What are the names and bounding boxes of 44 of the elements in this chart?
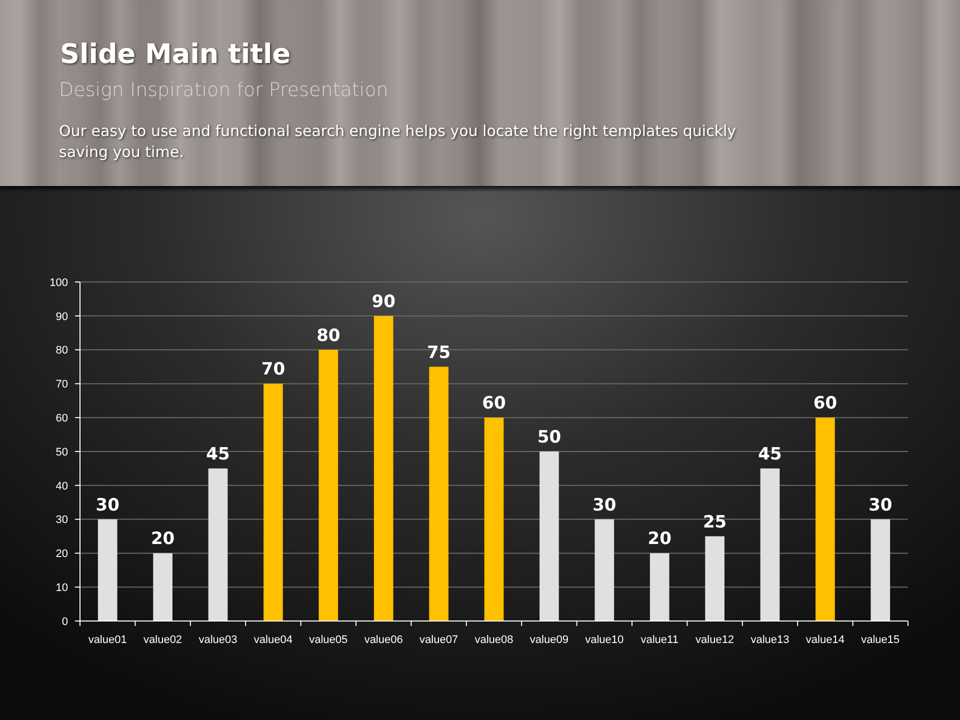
y-tick-label: 70 — [56, 378, 68, 391]
y-tick-label: 90 — [56, 310, 68, 323]
data-label: 80 — [316, 326, 340, 346]
x-tick-label: value10 — [585, 634, 624, 646]
x-tick-label: value05 — [309, 634, 348, 646]
x-tick-label: value01 — [88, 634, 127, 646]
x-tick-label: value13 — [750, 634, 790, 646]
x-tick-label: value09 — [530, 634, 568, 646]
x-tick-label: value03 — [198, 634, 238, 646]
data-label: 30 — [592, 495, 616, 516]
data-label: 30 — [868, 495, 892, 516]
x-tick-label: value08 — [474, 634, 514, 646]
data-label: 45 — [206, 444, 230, 464]
data-label: 30 — [96, 495, 120, 516]
data-label: 70 — [261, 360, 286, 380]
data-label: 90 — [372, 292, 396, 312]
chart-title: Slide Main title — [60, 39, 291, 70]
y-tick-label: 0 — [62, 616, 68, 628]
y-tick-label: 100 — [50, 276, 68, 289]
y-tick-label: 50 — [56, 446, 68, 458]
x-tick-label: value06 — [364, 634, 403, 646]
x-tick-label: value11 — [640, 634, 678, 646]
data-label: 60 — [482, 394, 506, 414]
y-tick-label: 80 — [56, 344, 68, 357]
x-tick-label: value14 — [806, 634, 844, 646]
x-tick-label: value07 — [420, 634, 458, 646]
data-label: 20 — [150, 529, 175, 550]
y-tick-label: 60 — [56, 412, 68, 424]
data-label: 60 — [813, 394, 838, 414]
y-tick-label: 20 — [56, 548, 68, 560]
data-label: 45 — [758, 444, 782, 464]
chart-subtitle: Design Inspiration for Presentation — [59, 79, 388, 101]
x-tick-label: value02 — [144, 634, 182, 646]
y-tick-label: 30 — [56, 514, 68, 526]
data-label: 20 — [648, 529, 672, 550]
data-label: 25 — [702, 512, 727, 532]
x-tick-label: value12 — [696, 634, 734, 646]
y-tick-label: 40 — [56, 480, 68, 492]
x-tick-label: value15 — [861, 634, 900, 646]
text: Our easy to use and functional search engine helps you locate the right templates quickly saving you time. — [59, 122, 736, 161]
data-label: 50 — [537, 428, 562, 448]
data-label: 75 — [426, 342, 451, 363]
x-tick-label: value04 — [254, 634, 292, 646]
y-tick-label: 10 — [56, 582, 68, 594]
